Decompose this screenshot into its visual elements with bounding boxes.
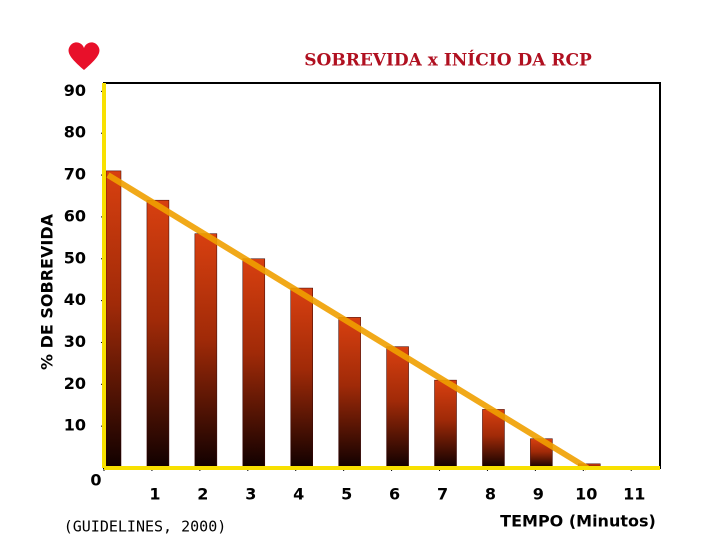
x-tick-label: 9 — [533, 485, 544, 504]
trend-line — [106, 172, 589, 471]
y-tick-label: 10 — [64, 416, 86, 435]
x-tick-label: 4 — [293, 485, 304, 504]
source-note: (GUIDELINES, 2000) — [64, 518, 227, 536]
bar — [242, 258, 266, 469]
y-tick-label: 60 — [64, 206, 86, 225]
bar — [338, 317, 361, 469]
x-axis-label: TEMPO (Minutos) — [500, 512, 656, 531]
chart-title: SOBREVIDA x INÍCIO DA RCP — [304, 50, 592, 71]
bar — [434, 379, 457, 469]
x-tick-label: 6 — [389, 485, 400, 504]
bar — [386, 346, 409, 469]
x-tick-label: 10 — [575, 485, 597, 504]
y-tick-label: 40 — [64, 290, 86, 309]
x-tick-label: 5 — [341, 485, 352, 504]
y-tick-label: 50 — [64, 248, 86, 267]
x-tick-label: 3 — [245, 485, 256, 504]
bar — [194, 233, 218, 469]
y-tick-label: 30 — [64, 332, 86, 351]
y-axis-label: % DE SOBREVIDA — [38, 213, 57, 370]
bar — [146, 199, 170, 469]
x-tick-label: 0 — [90, 471, 101, 490]
y-tick-label: 70 — [64, 165, 86, 184]
x-tick-label: 8 — [485, 485, 496, 504]
x-tick-label: 1 — [149, 485, 160, 504]
heart-icon — [68, 42, 100, 70]
x-tick-label: 2 — [197, 485, 208, 504]
y-tick-label: 20 — [64, 374, 86, 393]
bar — [105, 170, 122, 469]
x-tick-label: 11 — [623, 485, 645, 504]
bar — [290, 287, 313, 469]
plot-frame — [103, 82, 661, 469]
y-tick-label: 90 — [64, 81, 86, 100]
y-tick-label: 80 — [64, 123, 86, 142]
x-tick-label: 7 — [437, 485, 448, 504]
